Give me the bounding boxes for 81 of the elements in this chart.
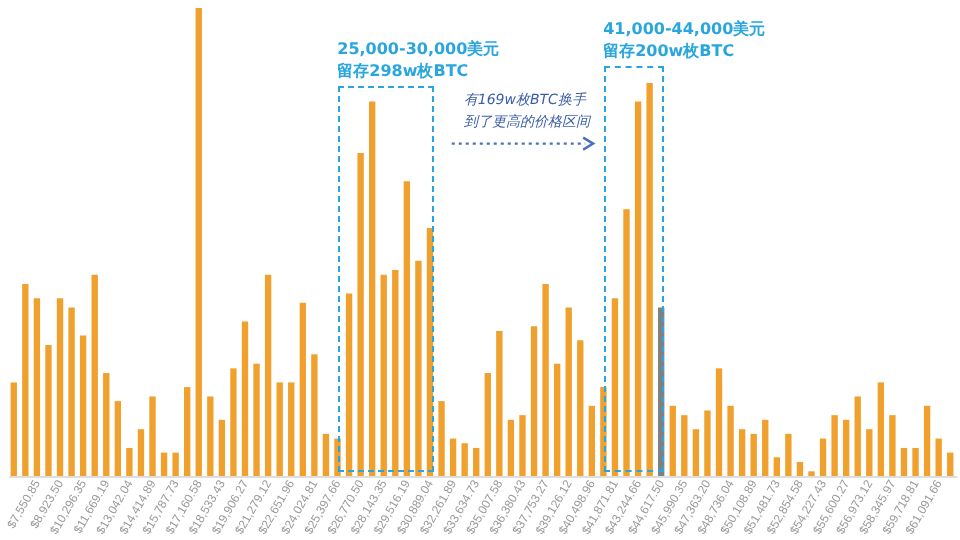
bar: [750, 433, 757, 476]
bar: [785, 433, 792, 476]
bar: [184, 387, 191, 476]
bar: [103, 373, 110, 476]
bar: [519, 415, 526, 476]
bar: [773, 457, 780, 476]
bar: [22, 284, 29, 476]
bar: [634, 101, 642, 476]
bar: [842, 419, 850, 476]
bar: [692, 429, 700, 476]
bar: [530, 326, 538, 476]
bar: [461, 443, 468, 476]
bar: [923, 405, 931, 476]
bar: [415, 260, 422, 476]
bar: [438, 401, 445, 476]
bar: [877, 382, 885, 476]
bar: [392, 270, 399, 476]
bar: [264, 274, 272, 476]
bar: [299, 302, 306, 476]
bar: [473, 447, 480, 476]
bar: [230, 368, 237, 476]
bar: [854, 396, 861, 476]
bar: [565, 307, 572, 476]
bar: [623, 209, 630, 476]
bar: [681, 415, 688, 476]
bar: [345, 293, 353, 476]
bar: [496, 330, 503, 476]
bar: [126, 447, 133, 476]
bar: [947, 452, 954, 476]
bar: [727, 405, 734, 476]
annotation: 留存200w枚BTC: [603, 40, 735, 63]
bar: [322, 433, 330, 476]
bar: [207, 396, 214, 476]
bar: [241, 321, 249, 476]
bar: [646, 82, 653, 476]
bar: [611, 298, 619, 476]
bar: [542, 284, 549, 476]
bar: [484, 373, 491, 476]
bar: [56, 298, 64, 476]
bar: [796, 461, 804, 476]
bar: [172, 452, 179, 476]
bar: [553, 363, 561, 476]
bar: [114, 401, 122, 476]
bar: [403, 181, 411, 476]
bar: [889, 415, 896, 476]
bar: [912, 447, 919, 476]
bar: [357, 153, 364, 476]
bar: [149, 396, 156, 476]
bar: [137, 429, 145, 476]
bar: [45, 344, 52, 476]
bar: [935, 438, 942, 476]
bar: [704, 410, 711, 476]
bar: [738, 429, 746, 476]
annotation: 25,000-30,000美元: [337, 37, 500, 60]
bar: [900, 447, 908, 476]
bar: [311, 354, 318, 476]
bar: [276, 382, 283, 476]
bar: [715, 368, 723, 476]
bar: [91, 274, 98, 476]
bar: [866, 429, 873, 476]
bar: [68, 307, 75, 476]
bar: [253, 363, 260, 476]
bar: [819, 438, 827, 476]
bar: [218, 419, 226, 476]
bar: [669, 405, 676, 476]
bar: [79, 335, 87, 476]
bar: [10, 382, 17, 476]
bar: [831, 415, 838, 476]
bar: [762, 419, 769, 476]
annotation: 41,000-44,000美元: [603, 18, 766, 41]
bar: [577, 340, 584, 476]
bar: [507, 419, 515, 476]
bar: [368, 101, 376, 476]
bar: [288, 382, 295, 476]
bar: [449, 438, 457, 476]
bar: [588, 405, 596, 476]
bar: [160, 452, 168, 476]
bar: [380, 274, 387, 476]
annotation: 留存298w枚BTC: [337, 59, 469, 82]
bar: [33, 298, 41, 476]
bar: [195, 8, 202, 476]
